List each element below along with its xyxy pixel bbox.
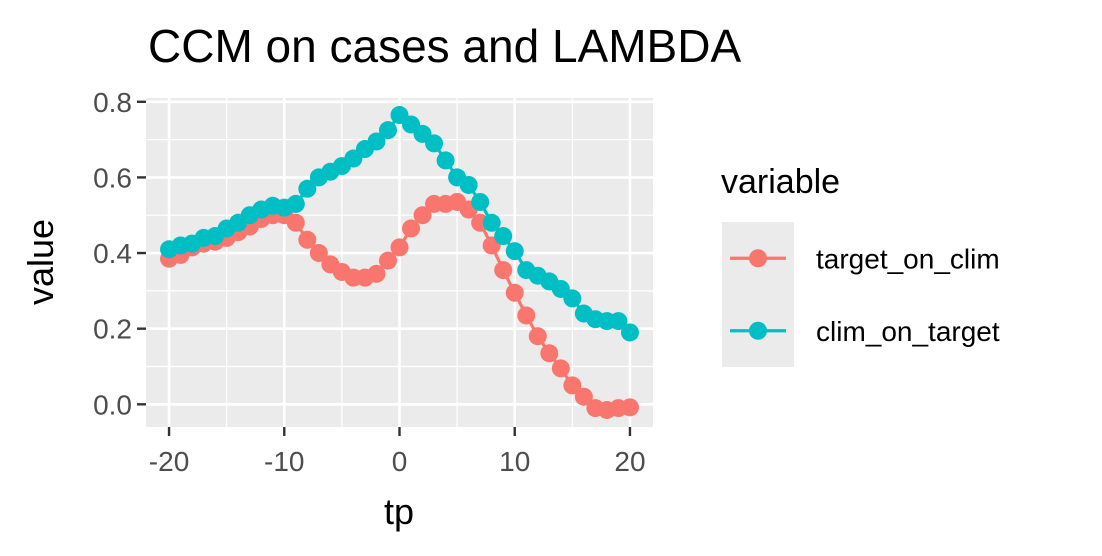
legend-key-point xyxy=(749,249,767,268)
data-point xyxy=(494,261,513,280)
legend-item-target_on_clim: target_on_clim xyxy=(730,243,1000,274)
data-point xyxy=(286,213,305,232)
data-point xyxy=(494,227,513,246)
legend-title: variable xyxy=(721,163,840,201)
data-point xyxy=(528,327,547,346)
data-point xyxy=(563,289,582,308)
data-point xyxy=(471,192,490,211)
data-point xyxy=(367,132,386,151)
y-tick-label: 0.8 xyxy=(93,87,132,118)
y-tick-label: 0.6 xyxy=(93,162,132,193)
data-point xyxy=(505,283,524,302)
x-tick-label: 10 xyxy=(499,446,530,477)
y-tick-label: 0.0 xyxy=(93,389,132,420)
data-point xyxy=(298,179,317,198)
chart-title: CCM on cases and LAMBDA xyxy=(148,20,741,72)
data-point xyxy=(551,359,570,378)
data-point xyxy=(286,194,305,213)
legend-key-background xyxy=(722,222,794,367)
data-point xyxy=(574,387,593,406)
y-axis: 0.0 0.2 0.4 0.6 0.8 xyxy=(93,87,146,420)
x-axis: -20 -10 0 10 20 xyxy=(149,427,646,477)
data-point xyxy=(298,230,317,249)
data-point xyxy=(309,244,328,263)
x-tick-label: 20 xyxy=(614,446,645,477)
x-axis-title: tp xyxy=(384,491,414,532)
y-tick-label: 0.4 xyxy=(93,238,132,269)
data-point xyxy=(563,376,582,395)
data-point xyxy=(436,151,455,170)
data-point xyxy=(390,238,409,257)
y-axis-title: value xyxy=(20,219,61,305)
series-clim_on_target xyxy=(160,106,639,342)
x-tick-label: 0 xyxy=(392,446,408,477)
x-tick-label: -20 xyxy=(149,446,189,477)
data-point xyxy=(482,213,501,232)
legend-key-point xyxy=(749,321,767,340)
data-point xyxy=(609,312,628,331)
data-point xyxy=(413,206,432,225)
legend-label: clim_on_target xyxy=(816,316,1000,347)
data-point xyxy=(367,264,386,283)
legend: variable target_on_clim clim_on_target xyxy=(721,163,1000,367)
x-tick-label: -10 xyxy=(264,446,304,477)
data-point xyxy=(459,175,478,194)
y-tick-label: 0.2 xyxy=(93,314,132,345)
data-point xyxy=(378,121,397,140)
data-point xyxy=(402,219,421,238)
data-point xyxy=(505,242,524,261)
data-point xyxy=(620,323,639,342)
legend-items: target_on_clim clim_on_target xyxy=(730,243,1000,347)
data-point xyxy=(425,134,444,153)
data-point xyxy=(517,306,536,325)
data-point xyxy=(620,398,639,417)
legend-item-clim_on_target: clim_on_target xyxy=(730,316,1000,347)
legend-label: target_on_clim xyxy=(816,243,1000,274)
grid-major xyxy=(146,98,653,427)
series-layer xyxy=(160,106,639,419)
data-point xyxy=(540,344,559,363)
data-point xyxy=(378,251,397,270)
